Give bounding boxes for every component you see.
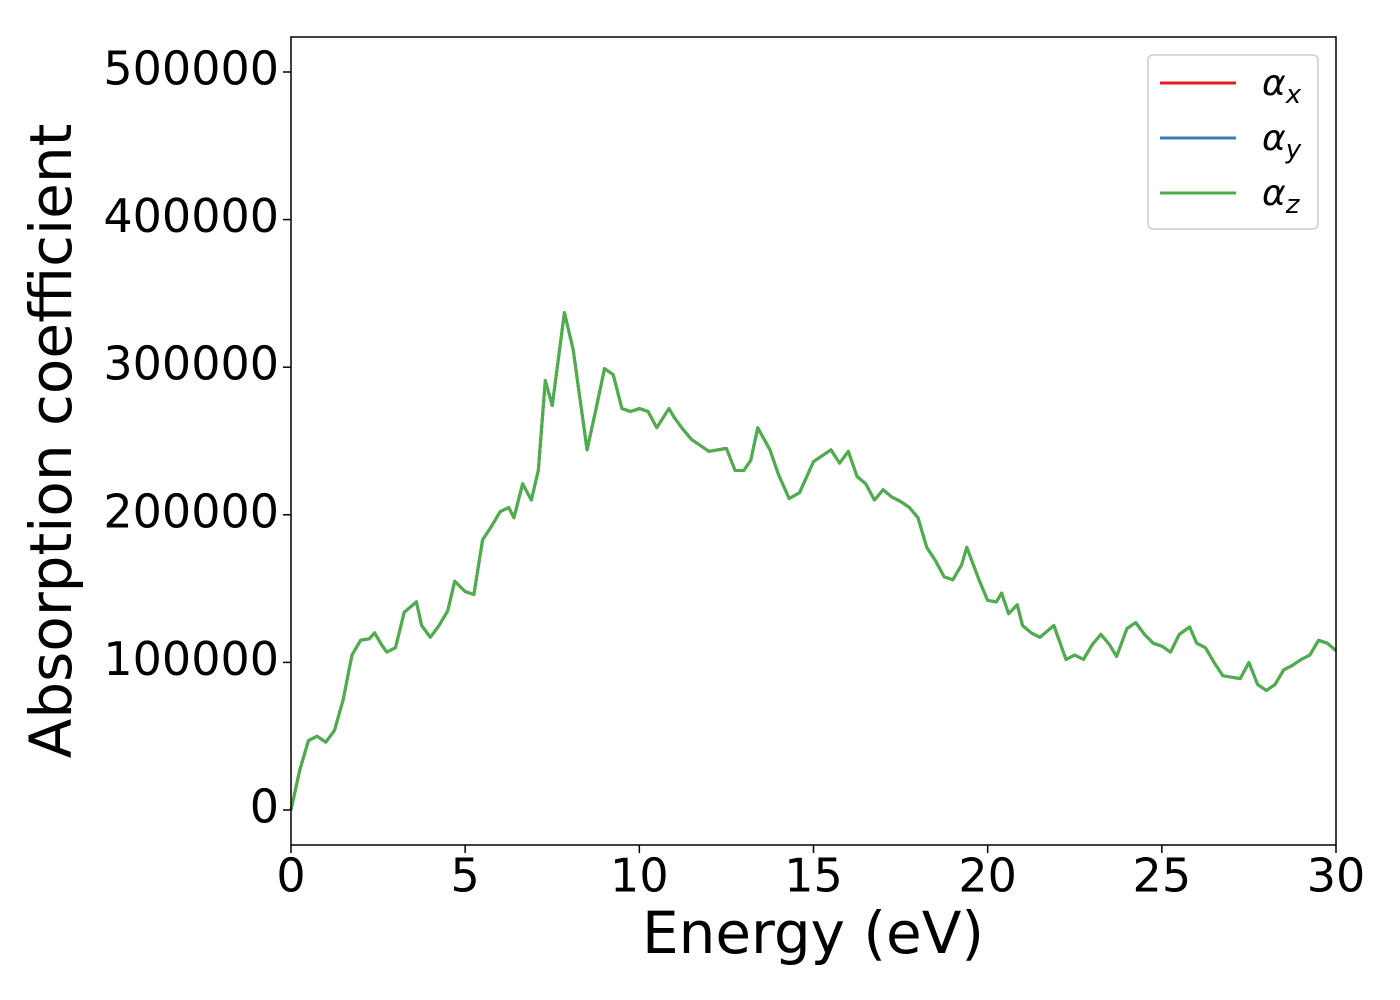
x-tick-label: 25 bbox=[1133, 849, 1192, 903]
plot-frame bbox=[290, 36, 1337, 846]
x-tick-label: 10 bbox=[610, 849, 669, 903]
line-series bbox=[289, 311, 1337, 811]
y-tick-label: 200000 bbox=[103, 484, 279, 538]
x-tick-label: 30 bbox=[1307, 849, 1366, 903]
legend-label: αx bbox=[1262, 63, 1302, 110]
x-axis-label: Energy (eV) bbox=[642, 899, 984, 967]
legend-label: αz bbox=[1262, 173, 1301, 220]
x-tick-label: 5 bbox=[451, 849, 480, 903]
y-tick-label: 300000 bbox=[103, 337, 279, 391]
legend-box bbox=[1147, 54, 1319, 230]
legend-label: αy bbox=[1262, 118, 1302, 165]
y-tick-label: 100000 bbox=[103, 632, 279, 686]
x-tick-label: 20 bbox=[958, 849, 1017, 903]
y-axis-label: Absorption coefficient bbox=[17, 124, 85, 759]
y-tick-label: 400000 bbox=[103, 189, 279, 243]
y-tick-label: 0 bbox=[250, 780, 279, 834]
x-tick-label: 15 bbox=[784, 849, 843, 903]
y-tick-label: 500000 bbox=[103, 41, 279, 95]
x-tick-label: 0 bbox=[276, 849, 305, 903]
